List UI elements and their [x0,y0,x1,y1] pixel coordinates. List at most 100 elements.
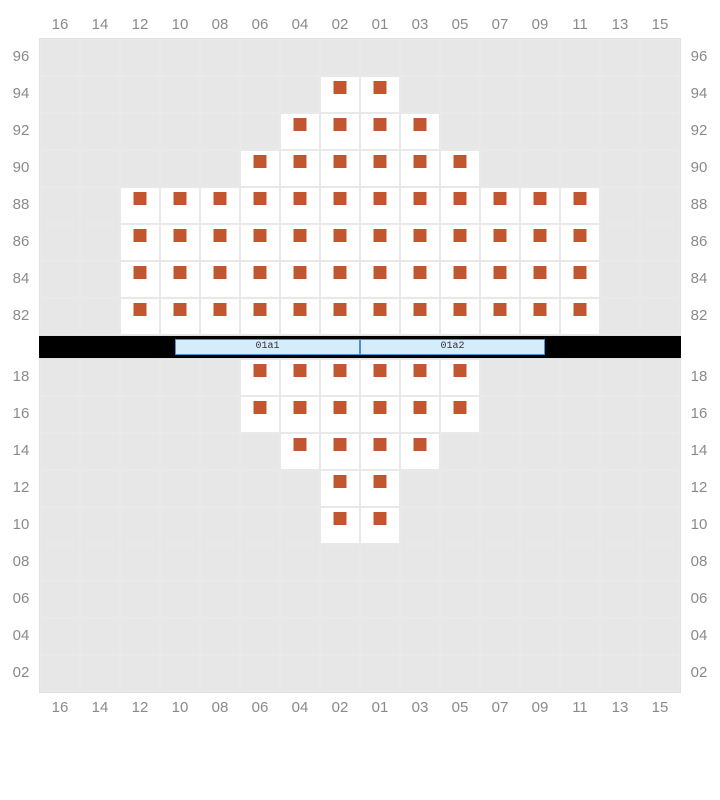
seat[interactable] [520,187,560,224]
seat[interactable] [280,187,320,224]
seat[interactable] [360,261,400,298]
seat[interactable] [240,150,280,187]
seat[interactable] [240,359,280,396]
seat[interactable] [360,396,400,433]
empty-cell [80,113,120,150]
seat[interactable] [520,298,560,335]
seat[interactable] [400,113,440,150]
seat[interactable] [200,187,240,224]
seat[interactable] [120,261,160,298]
seat[interactable] [400,150,440,187]
seat[interactable] [360,187,400,224]
seat[interactable] [440,261,480,298]
seat[interactable] [240,224,280,261]
column-label: 04 [280,699,320,716]
empty-cell [640,298,680,335]
empty-cell [560,113,600,150]
seat[interactable] [240,261,280,298]
seat[interactable] [440,150,480,187]
seat[interactable] [560,187,600,224]
seat[interactable] [360,298,400,335]
seat[interactable] [240,396,280,433]
seat[interactable] [160,224,200,261]
seat-marker-icon [374,303,387,316]
seat[interactable] [440,396,480,433]
seat[interactable] [360,470,400,507]
seat[interactable] [440,224,480,261]
seat[interactable] [360,359,400,396]
grid-row [40,618,680,655]
seat-marker-icon [414,118,427,131]
seat[interactable] [480,261,520,298]
seat[interactable] [320,224,360,261]
seat[interactable] [520,261,560,298]
seat[interactable] [400,396,440,433]
seat[interactable] [440,359,480,396]
seat[interactable] [360,507,400,544]
seat[interactable] [240,298,280,335]
seat[interactable] [120,187,160,224]
seat[interactable] [400,187,440,224]
seat[interactable] [200,261,240,298]
seat-marker-icon [534,266,547,279]
seat[interactable] [400,298,440,335]
empty-cell [240,581,280,618]
seat[interactable] [400,261,440,298]
row-label: 02 [3,654,39,691]
seat[interactable] [240,187,280,224]
seat[interactable] [280,396,320,433]
seat[interactable] [360,150,400,187]
seat[interactable] [440,298,480,335]
seat[interactable] [360,433,400,470]
seat[interactable] [480,298,520,335]
empty-cell [640,544,680,581]
seat[interactable] [400,433,440,470]
seat[interactable] [480,187,520,224]
seat[interactable] [280,113,320,150]
seat[interactable] [400,224,440,261]
grid-row [40,581,680,618]
seat[interactable] [280,261,320,298]
seat[interactable] [320,507,360,544]
seat[interactable] [440,187,480,224]
row-label: 96 [3,38,39,75]
seat[interactable] [320,261,360,298]
seat[interactable] [520,224,560,261]
seat[interactable] [360,224,400,261]
empty-cell [80,655,120,692]
seat[interactable] [560,224,600,261]
seat[interactable] [320,76,360,113]
column-label: 09 [520,699,560,716]
seat[interactable] [280,150,320,187]
seat[interactable] [320,433,360,470]
seat[interactable] [280,359,320,396]
empty-cell [360,618,400,655]
empty-cell [40,581,80,618]
seat[interactable] [480,224,520,261]
seat[interactable] [560,298,600,335]
seat[interactable] [560,261,600,298]
seat[interactable] [320,470,360,507]
seat[interactable] [400,359,440,396]
seat[interactable] [360,76,400,113]
column-labels-top: 16141210080604020103050709111315 [0,10,720,38]
seat[interactable] [320,359,360,396]
seat[interactable] [280,298,320,335]
seat[interactable] [320,187,360,224]
seat[interactable] [320,113,360,150]
seat[interactable] [320,150,360,187]
seat[interactable] [280,224,320,261]
empty-cell [80,470,120,507]
seat[interactable] [120,224,160,261]
seat[interactable] [280,433,320,470]
seat[interactable] [200,224,240,261]
seat[interactable] [320,298,360,335]
seat[interactable] [120,298,160,335]
seat[interactable] [200,298,240,335]
seat[interactable] [160,298,200,335]
seat[interactable] [160,261,200,298]
seat-marker-icon [494,229,507,242]
seat[interactable] [320,396,360,433]
seat[interactable] [360,113,400,150]
seat[interactable] [160,187,200,224]
